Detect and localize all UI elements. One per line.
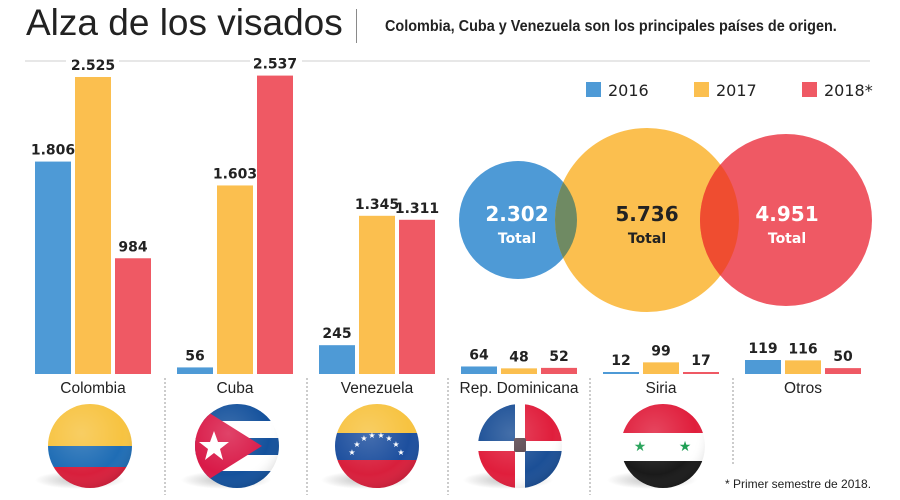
value-label-venezuela-2018: 1.311 [395,201,439,217]
column-dividers [164,378,734,495]
bubble-2016 [459,161,577,279]
value-label-cuba-2016: 56 [185,348,204,364]
value-label-otros-2017: 116 [788,341,817,357]
value-label-otros-2016: 119 [748,341,777,357]
value-label-siria-2016: 12 [611,353,630,369]
flags: ★★★ ★★★ ★★ [35,404,705,489]
category-label-colombia: Colombia [60,380,126,397]
bubble-2018 [700,134,872,306]
value-label-venezuela-2016: 245 [322,326,351,342]
bubble-value-2017: 5.736 [615,202,678,226]
value-label-siria-2017: 99 [651,343,670,359]
value-label-venezuela-2017: 1.345 [355,197,399,213]
bubble-sublabel-2016: Total [498,231,536,247]
value-label-colombia-2017: 2.525 [71,58,115,74]
bar-siria-2018 [683,372,719,374]
bar-venezuela-2017 [359,215,395,374]
legend-swatch-2017 [694,82,709,97]
bar-colombia-2017 [75,77,111,374]
value-label-rep-dominicana-2018: 52 [549,349,568,365]
value-label-cuba-2017: 1.603 [213,166,257,182]
value-label-rep-dominicana-2016: 64 [469,347,489,363]
title-separator [356,9,357,43]
bar-colombia-2016 [35,161,71,374]
bubble-sublabel-2017: Total [628,231,666,247]
bar-rep-dominicana-2016 [461,366,497,374]
legend-swatch-2016 [586,82,601,97]
bar-cuba-2017 [217,185,253,374]
category-label-cuba: Cuba [216,380,253,397]
bar-venezuela-2018 [399,219,435,374]
category-label-siria: Siria [645,380,676,397]
bar-colombia-2018 [115,258,151,374]
chart-subtitle: Colombia, Cuba y Venezuela son los princ… [385,18,837,35]
colombia-flag [35,404,132,489]
bar-rep-dominicana-2017 [501,368,537,374]
value-label-cuba-2018: 2.537 [253,57,297,73]
bar-cuba-2018 [257,75,293,375]
legend-swatch-2018 [802,82,817,97]
bar-cuba-2016 [177,367,213,374]
bar-otros-2016 [745,360,781,374]
bubble-sublabel-2018: Total [768,231,806,247]
category-labels: Colombia Cuba Venezuela Rep. Dominicana … [60,380,822,397]
legend-label-2016: 2016 [608,81,649,100]
bubble-value-2018: 4.951 [755,202,818,226]
bar-rep-dominicana-2018 [541,367,577,374]
bar-otros-2018 [825,368,861,374]
dominican-republic-flag [463,404,562,489]
value-label-colombia-2018: 984 [118,239,147,255]
bar-siria-2017 [643,362,679,374]
bubble-2017 [555,128,739,312]
legend: 2016 2017 2018* [586,81,873,100]
footnote: * Primer semestre de 2018. [725,477,872,491]
legend-label-2017: 2017 [716,81,757,100]
chart-title: Alza de los visados [26,2,343,43]
bubble-value-2016: 2.302 [485,202,548,226]
value-label-otros-2018: 50 [833,349,853,365]
value-label-colombia-2016: 1.806 [31,143,75,159]
value-label-siria-2018: 17 [691,353,710,369]
legend-label-2018: 2018* [824,81,873,100]
bar-otros-2017 [785,360,821,374]
category-label-venezuela: Venezuela [341,380,414,397]
category-label-rep-dominicana: Rep. Dominicana [460,380,579,397]
category-label-otros: Otros [784,380,822,397]
bar-venezuela-2016 [319,345,355,374]
venezuela-flag: ★★★ ★★★ ★★ [321,404,419,489]
total-bubbles: 2.302 Total 5.736 Total 4.951 Total [459,128,872,312]
cuba-flag [181,404,279,489]
value-label-rep-dominicana-2017: 48 [509,349,528,365]
bar-siria-2016 [603,372,639,374]
syria-flag: ★ ★ [607,404,705,489]
